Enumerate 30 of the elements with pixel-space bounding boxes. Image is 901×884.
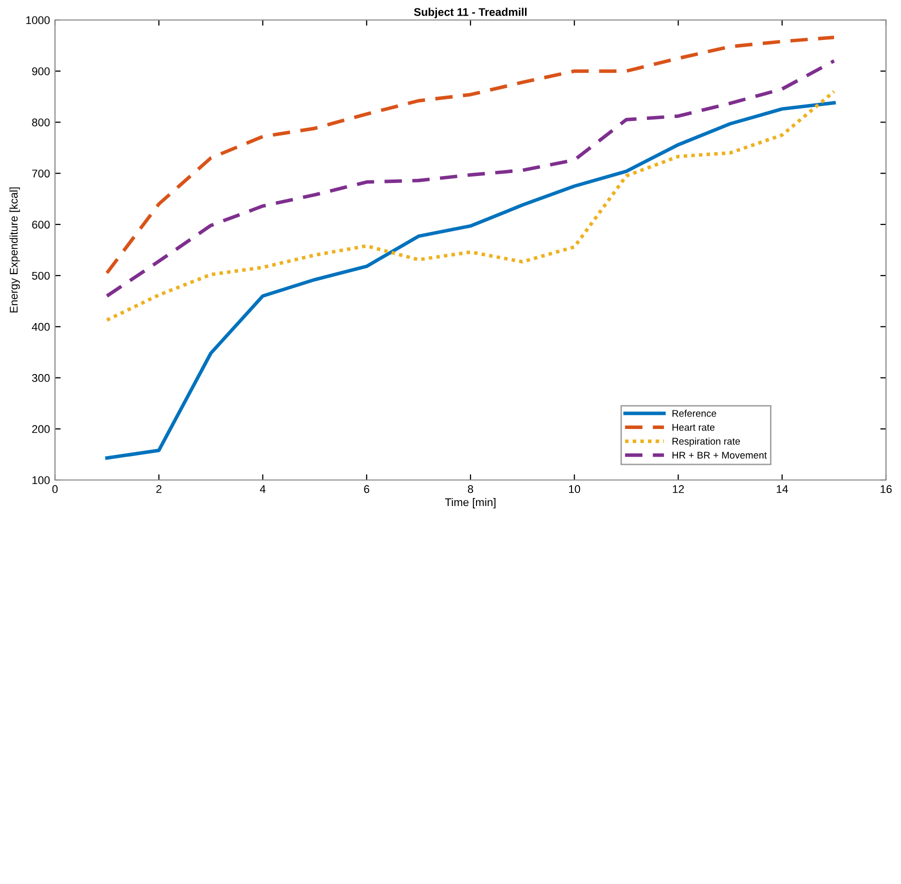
line-series <box>105 101 836 460</box>
x-axis-title: Time [min] <box>445 498 496 508</box>
x-tick-label: 6 <box>364 485 370 494</box>
legend-label: Reference <box>672 410 716 417</box>
y-tick-label: 200 <box>32 425 50 434</box>
y-tick-label: 800 <box>32 118 50 126</box>
x-tick-label: 0 <box>52 485 58 494</box>
x-tick-label: 8 <box>468 485 474 494</box>
y-tick-label: 400 <box>32 322 50 331</box>
y-tick-label: 600 <box>32 220 50 229</box>
x-tick-label: 4 <box>260 485 266 493</box>
x-tick-label: 2 <box>156 485 162 493</box>
y-tick-label: 500 <box>32 272 50 280</box>
chart-title: Subject 11 - Treadmill <box>414 8 527 18</box>
y-tick-label: 700 <box>32 170 50 178</box>
x-tick-label: 10 <box>569 485 580 494</box>
x-tick-label: 14 <box>776 485 788 493</box>
y-tick-label: 900 <box>32 67 50 76</box>
x-tick-label: 16 <box>880 485 892 494</box>
y-tick-label: 300 <box>32 374 50 382</box>
x-tick-label: 12 <box>672 485 684 493</box>
y-tick-label: 1000 <box>26 16 50 24</box>
line-series <box>105 36 836 275</box>
line-series <box>105 59 836 298</box>
legend-label: HR + BR + Movement <box>672 452 767 459</box>
line-series <box>105 90 836 322</box>
y-tick-label: 100 <box>32 476 50 484</box>
y-axis-title: Energy Expenditure [kcal] <box>10 187 20 312</box>
legend-label: Respiration rate <box>672 438 740 447</box>
legend-label: Heart rate <box>672 424 715 431</box>
